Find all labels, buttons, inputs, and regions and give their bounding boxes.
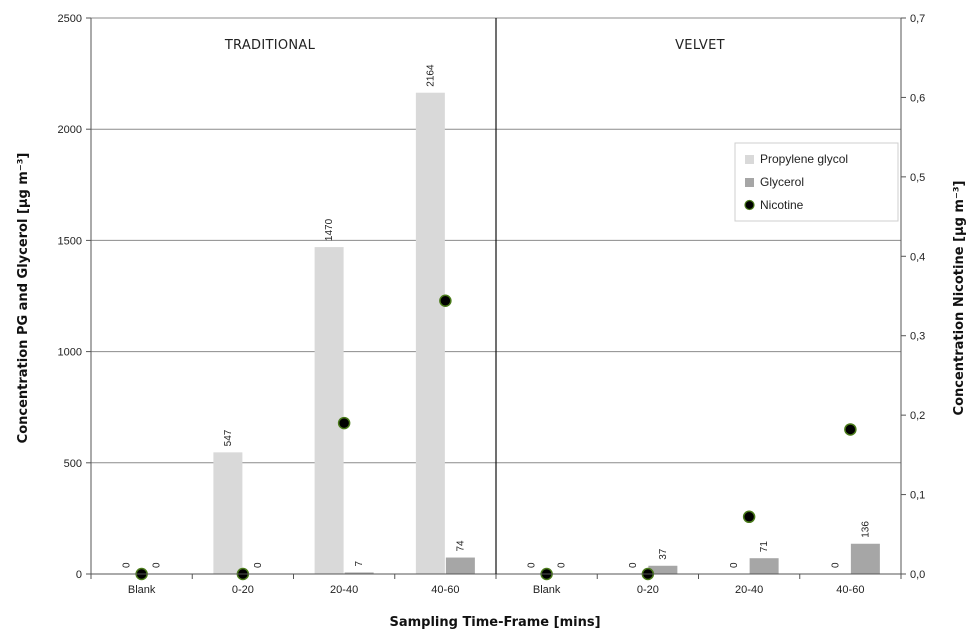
data-label: 1470 <box>324 218 335 241</box>
y2-tick-label: 0,0 <box>910 569 925 581</box>
y2-tick-label: 0,3 <box>910 331 925 343</box>
bar-glycerol <box>850 543 880 574</box>
legend-swatch-glycerol <box>745 178 754 187</box>
bar-glycerol <box>445 557 475 574</box>
bar-glycerol <box>344 572 374 574</box>
data-label: 0 <box>557 562 568 568</box>
legend: Propylene glycol Glycerol Nicotine <box>734 142 899 222</box>
bars-layer <box>213 92 880 574</box>
panel-title-traditional: TRADITIONAL <box>224 38 316 53</box>
legend-label-propylene-glycol: Propylene glycol <box>760 152 848 166</box>
y2-tick-label: 0,2 <box>910 410 925 422</box>
y2-tick-label: 0,7 <box>910 13 925 25</box>
point-nicotine <box>742 510 756 524</box>
data-label: 0 <box>527 562 538 568</box>
point-nicotine <box>337 416 351 430</box>
panel-title-velvet: VELVET <box>675 38 725 53</box>
legend-label-glycerol: Glycerol <box>760 175 804 189</box>
x-axis-title: Sampling Time-Frame [mins] <box>389 615 600 630</box>
data-label: 2164 <box>425 64 436 87</box>
y-tick-label: 0 <box>76 569 82 581</box>
y2-tick-label: 0,4 <box>910 251 925 263</box>
bar-propylene-glycol <box>213 452 243 574</box>
data-label: 0 <box>729 562 740 568</box>
data-label: 136 <box>860 521 871 538</box>
labels-layer: 0 500 1000 1500 2000 2500 0,0 0,1 0,2 0,3 0,4 0,5 0,… <box>58 13 926 596</box>
data-label: 547 <box>223 429 234 446</box>
legend-box <box>734 142 899 222</box>
y2-tick-label: 0,5 <box>910 172 925 184</box>
x-tick-label: 40-60 <box>836 584 864 596</box>
y-tick-label: 500 <box>64 458 82 470</box>
y-axis-title: Concentration PG and Glycerol [µg m⁻³] <box>16 153 31 444</box>
data-label: 74 <box>455 540 466 552</box>
x-tick-label: 40-60 <box>431 584 459 596</box>
point-nicotine <box>844 423 857 436</box>
y-tick-label: 1000 <box>58 347 82 359</box>
data-label: 0 <box>122 562 133 568</box>
data-label: 0 <box>152 562 163 568</box>
data-label: 0 <box>253 562 264 568</box>
y2-tick-label: 0,6 <box>910 92 925 104</box>
x-tick-label: Blank <box>533 584 561 596</box>
data-label: 0 <box>628 562 639 568</box>
x-tick-label: 20-40 <box>330 584 358 596</box>
data-label: 7 <box>354 560 365 566</box>
x-tick-label: 0-20 <box>232 584 254 596</box>
bar-glycerol <box>749 558 779 574</box>
x-tick-label: 20-40 <box>735 584 763 596</box>
bar-propylene-glycol <box>415 92 445 574</box>
y2-axis-title: Concentration Nicotine [µg m⁻³] <box>952 181 967 416</box>
y-tick-label: 2000 <box>58 124 82 136</box>
legend-swatch-propylene-glycol <box>745 155 754 164</box>
axes-layer <box>86 17 906 579</box>
bar-glycerol <box>648 565 678 574</box>
y-tick-label: 1500 <box>58 235 82 247</box>
data-label: 37 <box>658 548 669 560</box>
y-tick-label: 2500 <box>58 13 82 25</box>
legend-marker-nicotine <box>744 199 755 211</box>
bar-propylene-glycol <box>314 247 344 574</box>
data-label: 0 <box>830 562 841 568</box>
y2-tick-label: 0,1 <box>910 490 925 502</box>
legend-label-nicotine: Nicotine <box>760 198 804 212</box>
point-nicotine <box>439 294 452 308</box>
x-tick-label: Blank <box>128 584 156 596</box>
data-label: 71 <box>759 541 770 553</box>
x-tick-label: 0-20 <box>637 584 659 596</box>
